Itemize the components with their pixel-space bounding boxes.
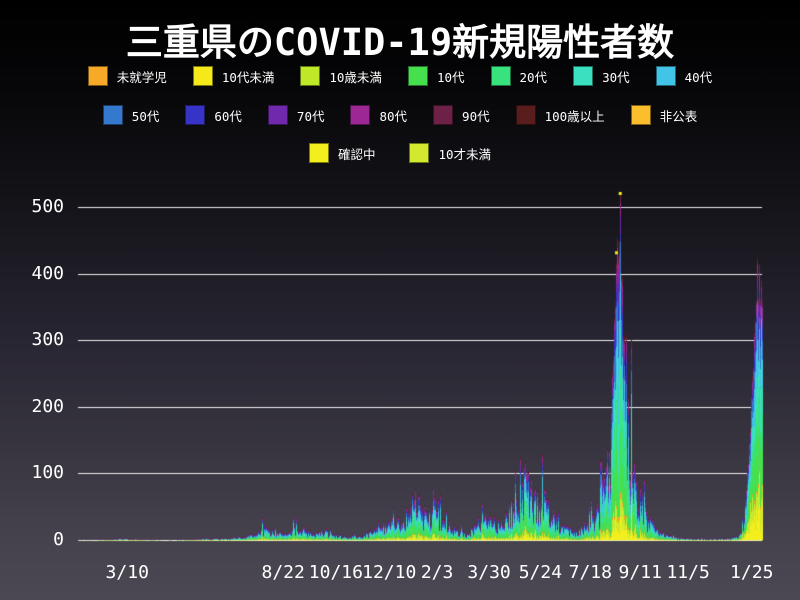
legend-item: 未就学児 xyxy=(87,66,167,86)
legend-label: 未就学児 xyxy=(116,69,167,85)
legend-swatch xyxy=(573,66,594,86)
legend-swatch xyxy=(87,66,108,86)
x-tick-label: 12/10 xyxy=(362,562,417,583)
legend-label: 確認中 xyxy=(337,146,376,162)
legend-item: 80代 xyxy=(350,105,407,125)
legend-item: 10才未満 xyxy=(409,143,491,163)
legend-label: 90代 xyxy=(462,108,490,124)
x-tick-label: 2/3 xyxy=(420,562,454,583)
legend-swatch xyxy=(409,143,430,163)
legend-label: 20代 xyxy=(519,69,548,85)
x-tick-label: 10/16 xyxy=(308,562,363,583)
legend-label: 10才未満 xyxy=(438,146,492,162)
legend-swatch xyxy=(300,66,321,86)
y-tick-label: 0 xyxy=(53,529,64,550)
y-tick-label: 500 xyxy=(31,196,64,217)
legend-label: 100歳以上 xyxy=(544,108,605,124)
legend-label: 70代 xyxy=(296,108,325,124)
legend-item: 20代 xyxy=(490,66,548,86)
legend-item: 70代 xyxy=(267,105,325,125)
legend-item: 100歳以上 xyxy=(515,105,605,125)
legend-item: 10代 xyxy=(407,66,465,86)
x-tick-label: 3/10 xyxy=(105,562,149,583)
x-tick-label: 1/25 xyxy=(730,562,774,583)
legend-item: 60代 xyxy=(185,105,242,125)
legend-swatch xyxy=(102,105,123,125)
x-tick-label: 7/18 xyxy=(568,562,612,583)
y-tick-label: 100 xyxy=(31,462,64,484)
legend-item: 50代 xyxy=(102,105,160,125)
x-tick-label: 3/30 xyxy=(467,562,511,583)
legend-swatch xyxy=(308,143,329,163)
legend-row-2: 50代 60代 70代 80代 90代 100歳以上 非公表 xyxy=(0,105,800,125)
y-tick-label: 300 xyxy=(31,329,64,351)
legend-label: 30代 xyxy=(602,69,630,85)
legend-label: 50代 xyxy=(131,108,160,124)
chart-title: 三重県のCOVID-19新規陽性者数 xyxy=(125,21,675,64)
legend-label: 10代 xyxy=(436,69,465,85)
x-tick-label: 9/11 xyxy=(618,562,662,583)
legend-swatch xyxy=(630,105,651,125)
legend-label: 40代 xyxy=(684,69,713,85)
legend-row-1: 未就学児 10代未満 10歳未満 10代 20代 30代 40代 xyxy=(0,66,800,86)
legend-row-3: 確認中 10才未満 xyxy=(0,143,800,163)
legend-swatch xyxy=(350,105,371,125)
x-tick-label: 5/24 xyxy=(518,562,563,583)
legend-item: 10歳未満 xyxy=(300,66,382,86)
x-tick-label: 11/5 xyxy=(666,562,710,583)
legend-label: 10代未満 xyxy=(221,69,275,85)
legend-swatch xyxy=(185,105,206,125)
legend-item: 10代未満 xyxy=(192,66,275,86)
legend-item: 30代 xyxy=(573,66,630,86)
legend-label: 80代 xyxy=(379,108,408,124)
legend-item: 90代 xyxy=(433,105,490,125)
x-tick-label: 8/22 xyxy=(261,562,305,583)
legend-swatch xyxy=(192,66,213,86)
legend-swatch xyxy=(433,105,454,125)
legend-label: 10歳未満 xyxy=(329,69,382,85)
legend-label: 60代 xyxy=(214,108,242,124)
legend-swatch xyxy=(267,105,288,125)
y-tick-label: 200 xyxy=(31,395,64,417)
y-tick-label: 400 xyxy=(31,262,64,284)
legend-swatch xyxy=(655,66,676,86)
legend-label: 非公表 xyxy=(659,108,698,124)
legend-swatch xyxy=(407,66,428,86)
legend-item: 非公表 xyxy=(630,105,698,125)
legend-item: 確認中 xyxy=(308,143,376,163)
legend-swatch xyxy=(490,66,511,86)
legend-item: 40代 xyxy=(655,66,713,86)
legend-swatch xyxy=(515,105,536,125)
